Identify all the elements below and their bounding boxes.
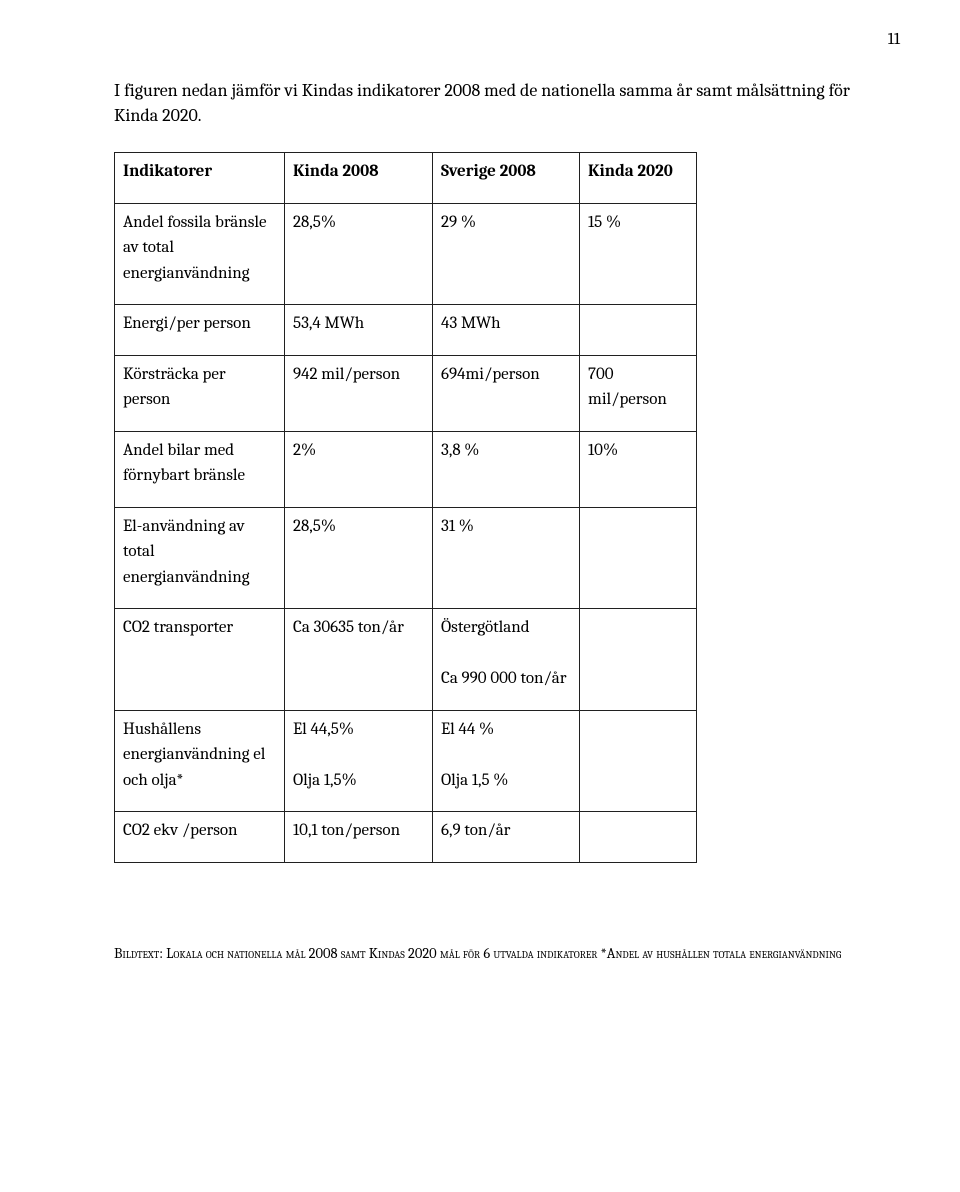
table-row: Energi/per person53,4 MWh43 MWh [115,305,697,356]
row-label: CO2 transporter [115,609,285,711]
row-label: El-användning av total energianvändning [115,507,285,609]
row-label: Energi/per person [115,305,285,356]
row-cell: 10% [580,431,697,507]
row-cell: 43 MWh [433,305,580,356]
row-cell [580,812,697,863]
th-indikatorer: Indikatorer [115,153,285,204]
table-body: Andel fossila bränsle av total energianv… [115,203,697,862]
row-cell: Ca 30635 ton/år [285,609,433,711]
row-cell: 28,5% [285,507,433,609]
intro-paragraph: I figuren nedan jämför vi Kindas indikat… [114,78,876,128]
row-cell [580,710,697,812]
row-cell: 10,1 ton/person [285,812,433,863]
table-row: CO2 transporterCa 30635 ton/årÖstergötla… [115,609,697,711]
row-cell: 3,8 % [433,431,580,507]
th-kinda-2020: Kinda 2020 [580,153,697,204]
row-cell: 942 mil/person [285,355,433,431]
table-header-row: Indikatorer Kinda 2008 Sverige 2008 Kind… [115,153,697,204]
figure-caption: Bildtext: Lokala och nationella mål 2008… [114,943,876,965]
row-cell: 53,4 MWh [285,305,433,356]
row-label: Andel bilar med förnybart bränsle [115,431,285,507]
row-cell: 2% [285,431,433,507]
row-label: CO2 ekv /person [115,812,285,863]
row-cell [580,609,697,711]
indicators-table: Indikatorer Kinda 2008 Sverige 2008 Kind… [114,152,697,863]
table-row: Körsträcka per person942 mil/person694mi… [115,355,697,431]
row-cell: 15 % [580,203,697,305]
row-cell: El 44 % Olja 1,5 % [433,710,580,812]
row-cell [580,507,697,609]
row-cell [580,305,697,356]
th-kinda-2008: Kinda 2008 [285,153,433,204]
row-label: Körsträcka per person [115,355,285,431]
table-row: Andel bilar med förnybart bränsle2%3,8 %… [115,431,697,507]
row-label: Andel fossila bränsle av total energianv… [115,203,285,305]
row-cell: El 44,5% Olja 1,5% [285,710,433,812]
table-row: Hushållens energianvändning el och olja*… [115,710,697,812]
page-number: 11 [888,30,900,49]
row-cell: 6,9 ton/år [433,812,580,863]
row-cell: 29 % [433,203,580,305]
row-label: Hushållens energianvändning el och olja* [115,710,285,812]
table-row: CO2 ekv /person10,1 ton/person6,9 ton/år [115,812,697,863]
table-row: Andel fossila bränsle av total energianv… [115,203,697,305]
row-cell: 28,5% [285,203,433,305]
document-page: 11 I figuren nedan jämför vi Kindas indi… [0,0,960,1192]
row-cell: 700 mil/person [580,355,697,431]
row-cell: 31 % [433,507,580,609]
row-cell: 694mi/person [433,355,580,431]
th-sverige-2008: Sverige 2008 [433,153,580,204]
row-cell: Östergötland Ca 990 000 ton/år [433,609,580,711]
table-row: El-användning av total energianvändning2… [115,507,697,609]
